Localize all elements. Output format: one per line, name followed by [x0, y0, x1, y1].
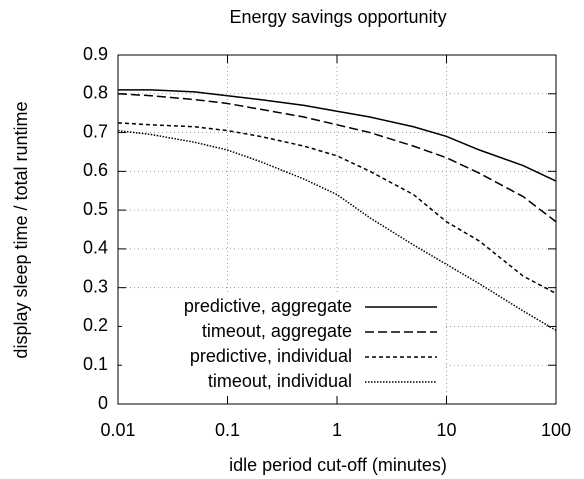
- x-axis-label: idle period cut-off (minutes): [229, 455, 447, 475]
- series-line: [117, 93, 557, 223]
- y-tick-label: 0.6: [83, 160, 108, 180]
- legend-label: predictive, individual: [190, 346, 352, 366]
- y-tick-label: 0.9: [83, 44, 108, 64]
- series-line: [118, 89, 557, 182]
- y-tick-label: 0.7: [83, 121, 108, 141]
- x-tick-label: 1: [332, 420, 342, 440]
- legend-label: timeout, aggregate: [202, 321, 352, 341]
- y-tick-label: 0.5: [83, 199, 108, 219]
- y-tick-label: 0.3: [83, 276, 108, 296]
- y-axis-label: display sleep time / total runtime: [11, 101, 31, 358]
- x-tick-label: 10: [436, 420, 456, 440]
- legend-label: predictive, aggregate: [184, 296, 352, 316]
- y-tick-label: 0: [98, 393, 108, 413]
- plot-frame: [117, 54, 557, 405]
- x-tick-label: 0.01: [100, 420, 135, 440]
- y-tick-label: 0.8: [83, 83, 108, 103]
- y-tick-label: 0.4: [83, 238, 108, 258]
- legend-box: [122, 293, 446, 396]
- y-tick-label: 0.1: [83, 354, 108, 374]
- x-tick-label: 100: [541, 420, 571, 440]
- x-tick-label: 0.1: [215, 420, 240, 440]
- y-tick-label: 0.2: [83, 315, 108, 335]
- chart-title: Energy savings opportunity: [229, 7, 446, 27]
- legend-label: timeout, individual: [208, 371, 352, 391]
